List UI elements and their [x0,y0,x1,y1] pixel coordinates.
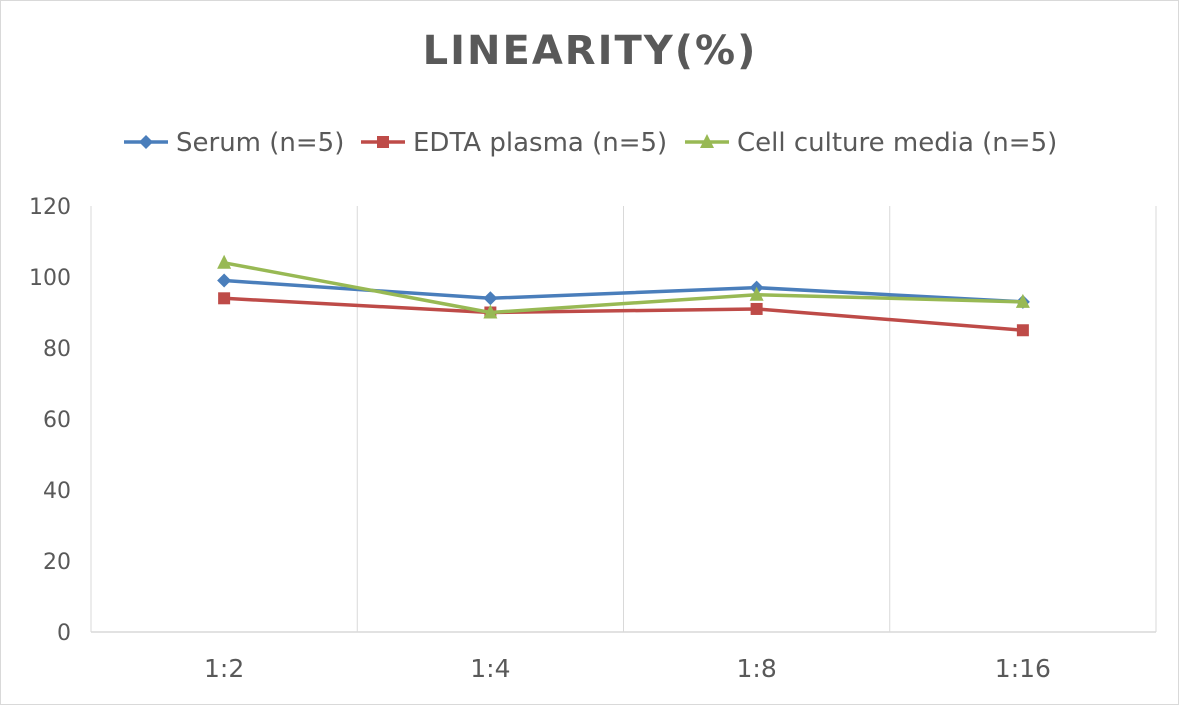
legend-label: EDTA plasma (n=5) [413,128,667,158]
x-tick-label: 1:2 [204,654,244,683]
legend-item: EDTA plasma (n=5) [361,128,667,158]
series-line [223,261,1023,315]
x-tick-label: 1:16 [995,654,1051,683]
chart-title: LINEARITY(%) [423,28,758,74]
y-tick-label: 60 [43,408,71,433]
legend-label: Cell culture media (n=5) [737,128,1057,158]
y-tick-label: 40 [43,479,71,504]
square-marker [750,302,763,315]
y-tick-label: 0 [57,621,71,646]
y-tick-label: 20 [43,550,71,575]
series-2 [217,254,1030,319]
y-tick-label: 80 [43,337,71,362]
triangle-marker [483,304,498,319]
legend-item: Serum (n=5) [124,128,344,158]
y-tick-label: 100 [29,266,71,291]
diamond-marker [483,291,498,306]
x-tick-label: 1:8 [737,654,777,683]
triangle-marker [217,254,232,269]
diamond-marker [217,273,232,288]
triangle-marker [700,134,714,148]
square-marker [1016,324,1029,337]
triangle-marker [749,286,764,301]
series-line [224,296,1024,332]
y-tick-label: 120 [29,195,71,220]
legend-item: Cell culture media (n=5) [685,128,1057,158]
x-tick-label: 1:4 [470,654,510,683]
diamond-marker [139,135,153,149]
square-marker [377,136,389,148]
legend-label: Serum (n=5) [176,128,344,158]
triangle-marker [1015,293,1030,308]
square-marker [218,292,231,305]
